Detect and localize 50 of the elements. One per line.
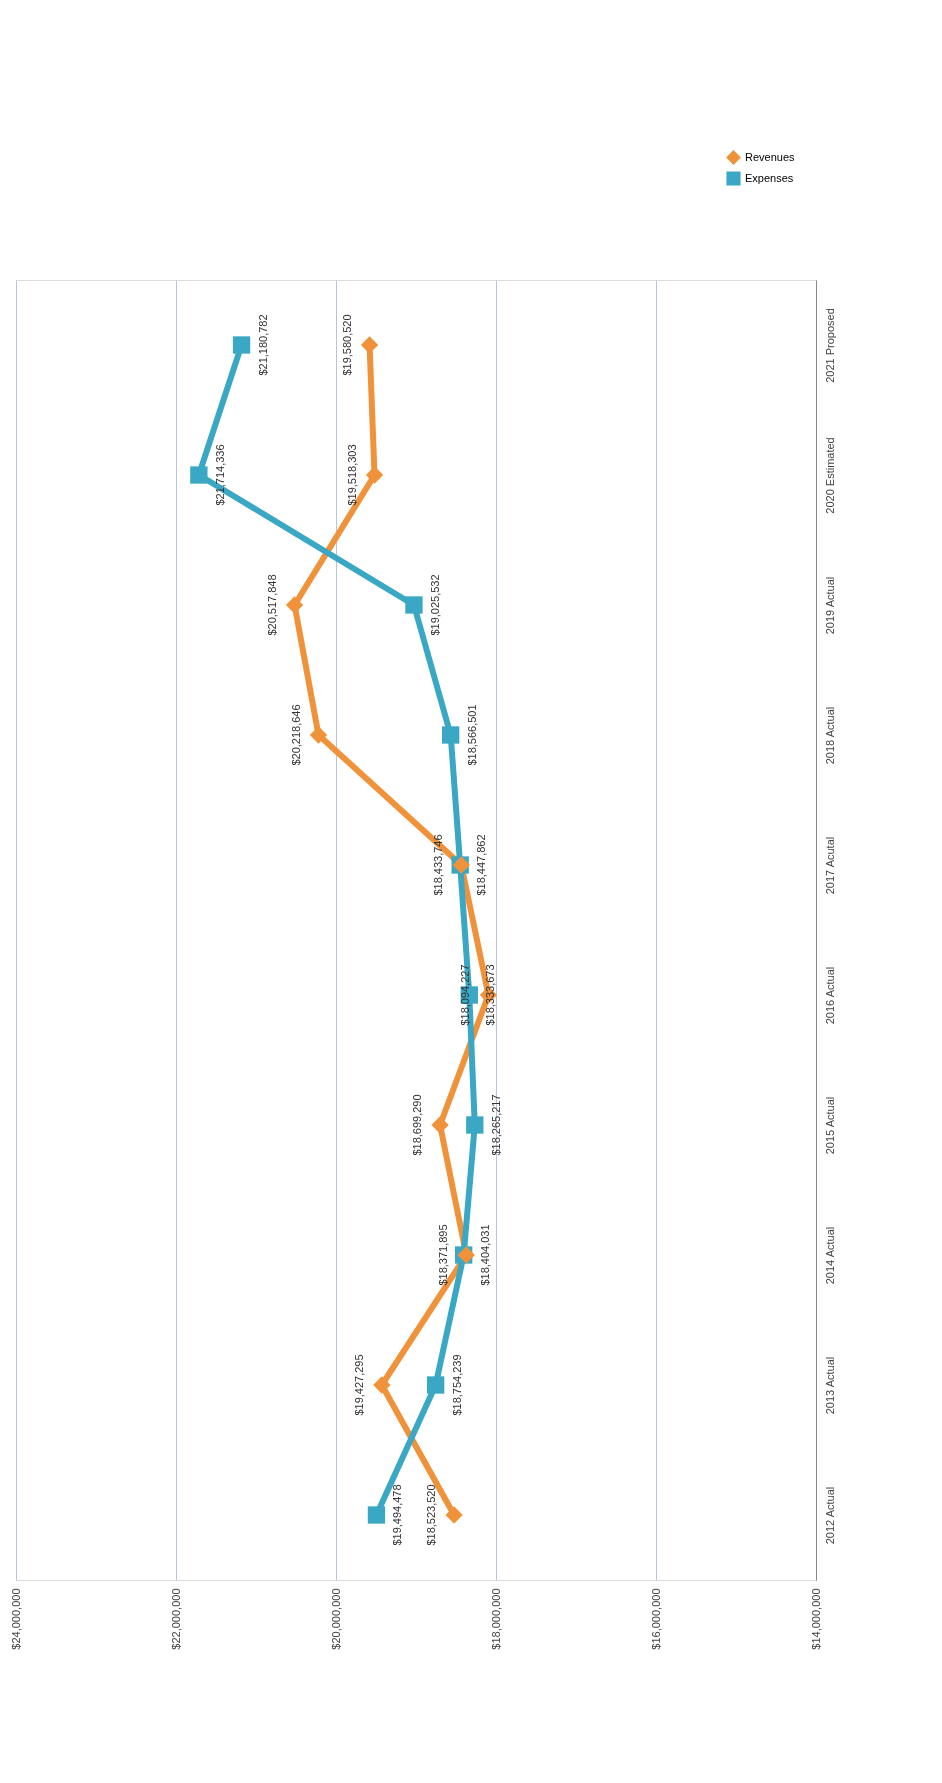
x-tick-label: $22,000,000 bbox=[169, 1588, 182, 1650]
data-label: $18,754,239 bbox=[450, 1354, 463, 1416]
x-tick-label: $20,000,000 bbox=[329, 1588, 342, 1650]
point bbox=[309, 726, 328, 744]
data-label: $19,494,478 bbox=[391, 1484, 404, 1546]
data-label: $18,371,895 bbox=[437, 1224, 450, 1286]
data-label: $18,265,217 bbox=[489, 1094, 502, 1156]
data-label: $18,094,227 bbox=[459, 964, 472, 1026]
y-tick-label: 2014 Actual bbox=[823, 1226, 836, 1285]
y-tick-label: 2020 Estimated bbox=[823, 437, 836, 514]
point bbox=[442, 726, 460, 744]
data-label: $18,447,862 bbox=[475, 834, 488, 896]
point bbox=[431, 1116, 449, 1134]
point bbox=[373, 1376, 391, 1394]
data-label: $18,523,520 bbox=[425, 1484, 438, 1546]
data-label: $19,427,295 bbox=[352, 1354, 365, 1416]
point bbox=[427, 1376, 445, 1394]
legend-label: Expenses bbox=[745, 171, 794, 184]
y-tick-label: 2019 Actual bbox=[823, 576, 836, 635]
y-tick-label: 2021 Proposed bbox=[823, 308, 836, 383]
y-tick-label: 2013 Actual bbox=[823, 1356, 836, 1415]
x-tick-label: $18,000,000 bbox=[489, 1588, 502, 1650]
data-label: $18,433,746 bbox=[432, 834, 445, 896]
x-tick-label: $16,000,000 bbox=[649, 1588, 662, 1650]
legend-label: Revenues bbox=[745, 150, 796, 163]
point bbox=[190, 466, 208, 484]
point bbox=[466, 1116, 484, 1134]
data-label: $19,025,532 bbox=[428, 574, 441, 636]
x-tick-label: $24,000,000 bbox=[9, 1588, 22, 1650]
data-label: $18,566,501 bbox=[465, 704, 478, 766]
point bbox=[445, 1506, 463, 1524]
data-label: $21,714,336 bbox=[213, 444, 226, 506]
data-label: $20,517,848 bbox=[265, 574, 278, 636]
y-tick-label: 2017 Acutal bbox=[823, 836, 836, 895]
data-label: $18,333,673 bbox=[484, 964, 497, 1026]
point bbox=[367, 1506, 386, 1524]
data-label: $18,404,031 bbox=[478, 1224, 491, 1286]
data-label: $19,580,520 bbox=[340, 314, 353, 376]
data-label: $20,218,646 bbox=[289, 704, 302, 766]
data-label: $21,180,782 bbox=[256, 314, 269, 376]
data-label: $19,518,303 bbox=[345, 444, 358, 506]
y-tick-label: 2018 Actual bbox=[823, 706, 836, 765]
y-tick-label: 2012 Actual bbox=[823, 1486, 836, 1545]
x-tick-label: $14,000,000 bbox=[809, 1588, 822, 1650]
point bbox=[232, 336, 251, 354]
y-tick-label: 2016 Actual bbox=[823, 966, 836, 1025]
data-label: $18,699,290 bbox=[411, 1094, 424, 1156]
point bbox=[285, 596, 304, 614]
y-tick-label: 2015 Actual bbox=[823, 1096, 836, 1155]
point bbox=[405, 596, 423, 614]
